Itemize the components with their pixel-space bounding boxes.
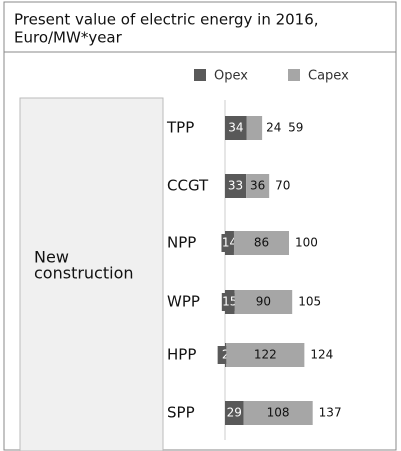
category-label: TPP [166,119,194,137]
chart-title: Present value of electric energy in 2016… [14,11,319,29]
total-label: 70 [275,179,290,193]
data-label: 15 [222,295,237,309]
legend-swatch [194,69,206,81]
total-label: 137 [319,406,342,420]
label-box [221,293,238,311]
category-label: WPP [167,293,200,311]
frame [3,1,397,451]
label-box [221,234,238,252]
total-label: 59 [288,121,303,135]
total-label: 105 [298,295,321,309]
total-label: 124 [310,348,333,362]
legend-swatch [288,69,300,81]
chart-subtitle: Euro/MW*year [14,29,123,47]
bar-segment [246,174,270,198]
bar-segment [243,401,313,425]
category-label: CCGT [167,177,209,195]
data-label: 122 [254,348,277,362]
category-label: SPP [167,404,195,422]
data-label: 14 [222,236,237,250]
data-label: 29 [227,406,242,420]
data-label: 36 [250,179,265,193]
data-label: 2 [222,348,230,362]
data-label: 33 [228,179,243,193]
legend-label: Opex [214,69,248,84]
total-label: 100 [295,236,318,250]
group-label: New [34,248,69,267]
label-box [226,404,243,422]
bar-segment [225,116,247,140]
group-label: construction [34,264,134,283]
category-label: HPP [167,346,196,364]
category-label: NPP [167,234,196,252]
data-label: 108 [267,406,290,420]
data-label: 90 [256,295,271,309]
data-label: 24 [266,121,281,135]
group-box [19,97,164,451]
bar-segment [246,116,263,140]
legend-label: Capex [308,69,349,84]
bar-segment [233,231,289,255]
data-label: 34 [228,121,243,135]
bar-segment [225,174,247,198]
bar-segment [226,343,305,367]
data-label: 86 [254,236,269,250]
bar-segment [234,290,293,314]
